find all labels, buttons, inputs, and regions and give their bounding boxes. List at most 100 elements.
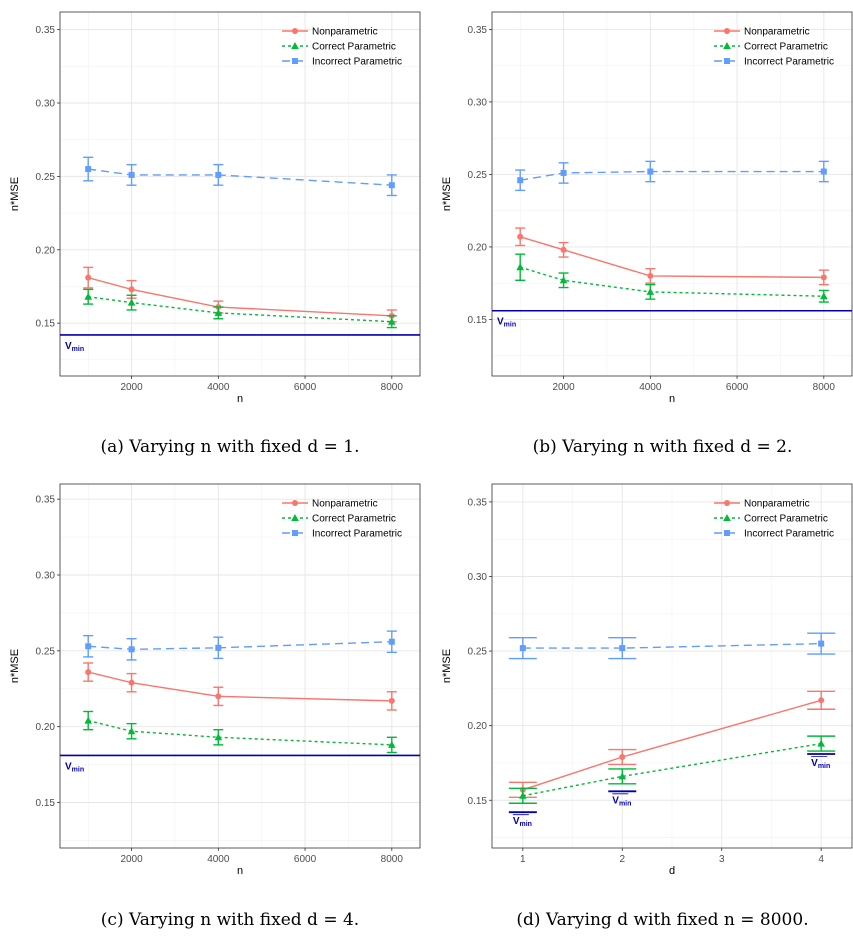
data-point bbox=[128, 679, 135, 686]
data-point bbox=[85, 643, 92, 650]
series-line bbox=[88, 296, 392, 323]
data-point bbox=[215, 644, 222, 651]
series-line bbox=[522, 742, 822, 797]
data-point bbox=[388, 312, 395, 319]
data-point bbox=[84, 292, 92, 300]
data-point bbox=[214, 308, 223, 316]
y-tick-label: 0.20 bbox=[468, 721, 488, 732]
x-tick-label: 4 bbox=[818, 854, 824, 865]
series-line bbox=[519, 236, 824, 279]
data-point bbox=[560, 169, 567, 176]
y-tick-label: 0.35 bbox=[468, 497, 488, 508]
legend-label: Correct Parametric bbox=[744, 514, 828, 525]
x-tick-label: 4000 bbox=[639, 382, 662, 393]
data-point bbox=[618, 772, 627, 780]
data-point bbox=[127, 298, 136, 306]
vmin-label: Vmin bbox=[811, 758, 830, 770]
x-tick-label: 8000 bbox=[381, 854, 404, 865]
data-point bbox=[559, 276, 568, 284]
x-tick-label: 6000 bbox=[726, 382, 749, 393]
panel-b: 0.15 0.20 0.25 0.30 0.35 2000 4000 6000 8000 n n*M… bbox=[441, 11, 853, 405]
data-point bbox=[517, 177, 524, 184]
legend-key-marker bbox=[724, 28, 730, 34]
data-point bbox=[215, 693, 222, 700]
x-tick-label: 2000 bbox=[120, 854, 143, 865]
x-tick-label: 4000 bbox=[207, 382, 230, 393]
y-tick-label: 0.30 bbox=[36, 99, 56, 110]
legend-label: Correct Parametric bbox=[744, 42, 828, 53]
data-point bbox=[128, 286, 135, 293]
y-tick-label: 0.15 bbox=[468, 315, 488, 326]
data-point bbox=[646, 287, 655, 295]
x-tick-label: 6000 bbox=[294, 854, 317, 865]
x-tick-label: 4000 bbox=[207, 854, 230, 865]
legend-label: Nonparametric bbox=[744, 27, 810, 38]
data-point bbox=[85, 166, 92, 173]
legend-key-marker bbox=[291, 514, 299, 521]
data-point bbox=[388, 638, 395, 645]
data-point bbox=[128, 646, 135, 653]
y-tick-label: 0.25 bbox=[468, 647, 488, 658]
legend-label: Incorrect Parametric bbox=[312, 529, 402, 540]
y-tick-label: 0.15 bbox=[36, 798, 56, 809]
legend-key-marker bbox=[723, 42, 731, 49]
data-point bbox=[388, 740, 396, 748]
series-line bbox=[522, 642, 822, 649]
legend-label: Nonparametric bbox=[312, 27, 378, 38]
data-point bbox=[519, 786, 526, 793]
series-line bbox=[522, 699, 822, 791]
legend-label: Correct Parametric bbox=[312, 514, 396, 525]
x-tick-label: 6000 bbox=[294, 382, 317, 393]
data-point bbox=[215, 171, 222, 178]
y-axis-title: n*MSE bbox=[9, 649, 21, 683]
legend-key-marker bbox=[292, 28, 298, 34]
data-point bbox=[519, 791, 527, 799]
data-point bbox=[128, 171, 135, 178]
legend-key-marker bbox=[723, 514, 731, 521]
y-tick-label: 0.20 bbox=[36, 245, 56, 256]
x-axis-title: n bbox=[237, 865, 243, 877]
data-point bbox=[85, 274, 92, 281]
data-point bbox=[619, 645, 626, 652]
vmin-label: Vmin bbox=[513, 816, 532, 828]
data-point bbox=[647, 272, 654, 279]
data-point bbox=[817, 739, 825, 747]
y-tick-label: 0.35 bbox=[468, 25, 488, 36]
legend-label: Nonparametric bbox=[744, 499, 810, 510]
y-tick-label: 0.20 bbox=[36, 722, 56, 733]
x-tick-label: 8000 bbox=[813, 382, 836, 393]
y-tick-label: 0.35 bbox=[36, 495, 56, 506]
legend-key-marker bbox=[292, 500, 298, 506]
y-tick-label: 0.25 bbox=[36, 646, 56, 657]
y-tick-label: 0.20 bbox=[468, 242, 488, 253]
data-point bbox=[517, 233, 524, 240]
legend-label: Nonparametric bbox=[312, 499, 378, 510]
caption-d: (d) Varying d with fixed n = 8000. bbox=[516, 910, 809, 930]
series-line bbox=[88, 641, 392, 651]
legend-key-marker bbox=[292, 530, 298, 536]
panel-a: 0.15 0.20 0.25 0.30 0.35 2000 4000 6000 8000 n n*M… bbox=[9, 11, 421, 405]
data-point bbox=[560, 246, 567, 253]
y-tick-label: 0.15 bbox=[36, 319, 56, 330]
data-point bbox=[215, 304, 222, 311]
legend-label: Incorrect Parametric bbox=[744, 57, 834, 68]
legend-key-marker bbox=[291, 42, 299, 49]
panel-border bbox=[59, 483, 421, 849]
x-axis-title: d bbox=[669, 865, 675, 877]
data-point bbox=[388, 182, 395, 189]
y-tick-label: 0.35 bbox=[36, 25, 56, 36]
legend-key-marker bbox=[724, 500, 730, 506]
series-line bbox=[88, 276, 392, 317]
data-point bbox=[619, 754, 626, 760]
data-point bbox=[388, 697, 395, 704]
y-axis-title: n*MSE bbox=[9, 177, 21, 211]
x-axis-title: n bbox=[237, 393, 243, 405]
y-axis-title: n*MSE bbox=[441, 649, 453, 683]
data-point bbox=[85, 669, 92, 676]
data-point bbox=[820, 292, 828, 300]
legend-label: Incorrect Parametric bbox=[312, 57, 402, 68]
data-point bbox=[214, 733, 223, 741]
y-tick-label: 0.25 bbox=[36, 172, 56, 183]
